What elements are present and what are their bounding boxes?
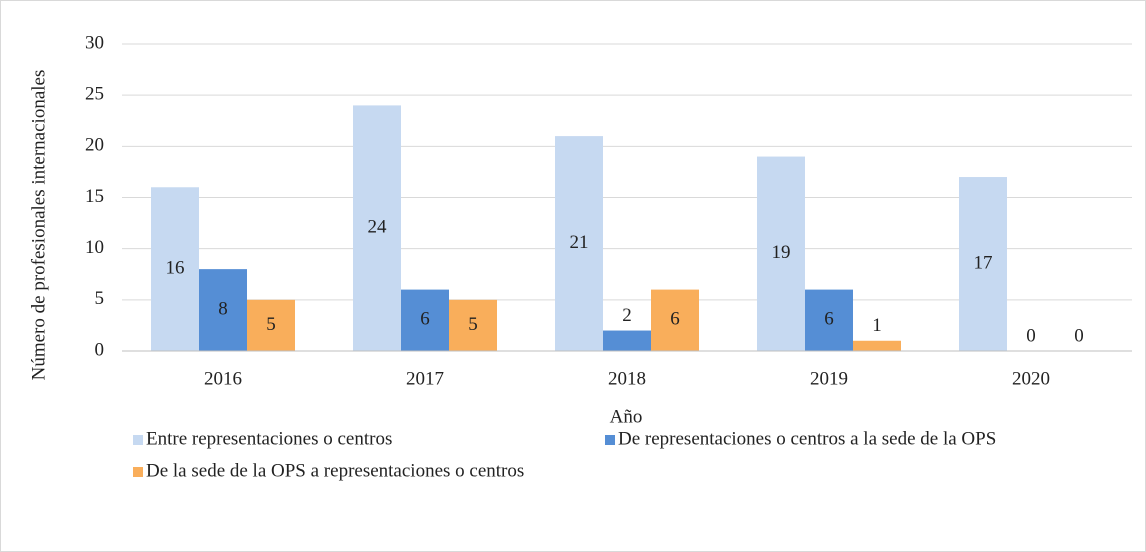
data-label: 6 [420,309,430,330]
x-tick-label: 2017 [406,368,444,389]
x-tick-label: 2020 [1012,368,1050,389]
y-tick-label: 0 [95,339,105,360]
y-tick-label: 15 [85,186,104,207]
data-label: 8 [218,298,228,319]
bar [449,299,497,351]
legend-label: Entre representaciones o centros [146,428,392,449]
data-label: 0 [1026,325,1036,346]
data-label: 6 [824,309,834,330]
y-tick-label: 5 [95,288,105,309]
x-tick-label: 2018 [608,368,646,389]
bar [247,299,295,351]
legend-swatch [133,467,143,477]
bar [401,289,449,351]
legend-swatch [605,435,615,445]
data-label: 17 [974,252,993,273]
legend-label: De la sede de la OPS a representaciones … [146,460,524,481]
data-label: 6 [670,309,680,330]
bar [603,330,651,351]
legend-label: De representaciones o centros a la sede … [618,428,996,449]
bar [199,269,247,351]
data-label: 24 [368,217,388,238]
x-tick-label: 2019 [810,368,848,389]
data-label: 0 [1074,325,1084,346]
data-label: 19 [772,242,791,263]
data-label: 2 [622,305,632,326]
y-tick-label: 20 [85,135,104,156]
data-label: 5 [468,314,478,335]
bar [651,289,699,351]
data-label: 21 [570,232,589,253]
bar [151,187,199,351]
bar [853,340,901,351]
bar [757,156,805,351]
bar [805,289,853,351]
data-label: 16 [166,257,185,278]
bar [555,136,603,351]
y-axis-title: Número de profesionales internacionales [28,70,49,381]
data-label: 1 [872,315,882,336]
data-label: 5 [266,314,276,335]
legend-swatch [133,435,143,445]
y-tick-label: 25 [85,84,104,105]
x-tick-label: 2016 [204,368,242,389]
x-axis-title: Año [610,406,643,427]
bar [959,177,1007,351]
y-tick-label: 30 [85,32,104,53]
y-tick-label: 10 [85,237,104,258]
bar [353,105,401,352]
